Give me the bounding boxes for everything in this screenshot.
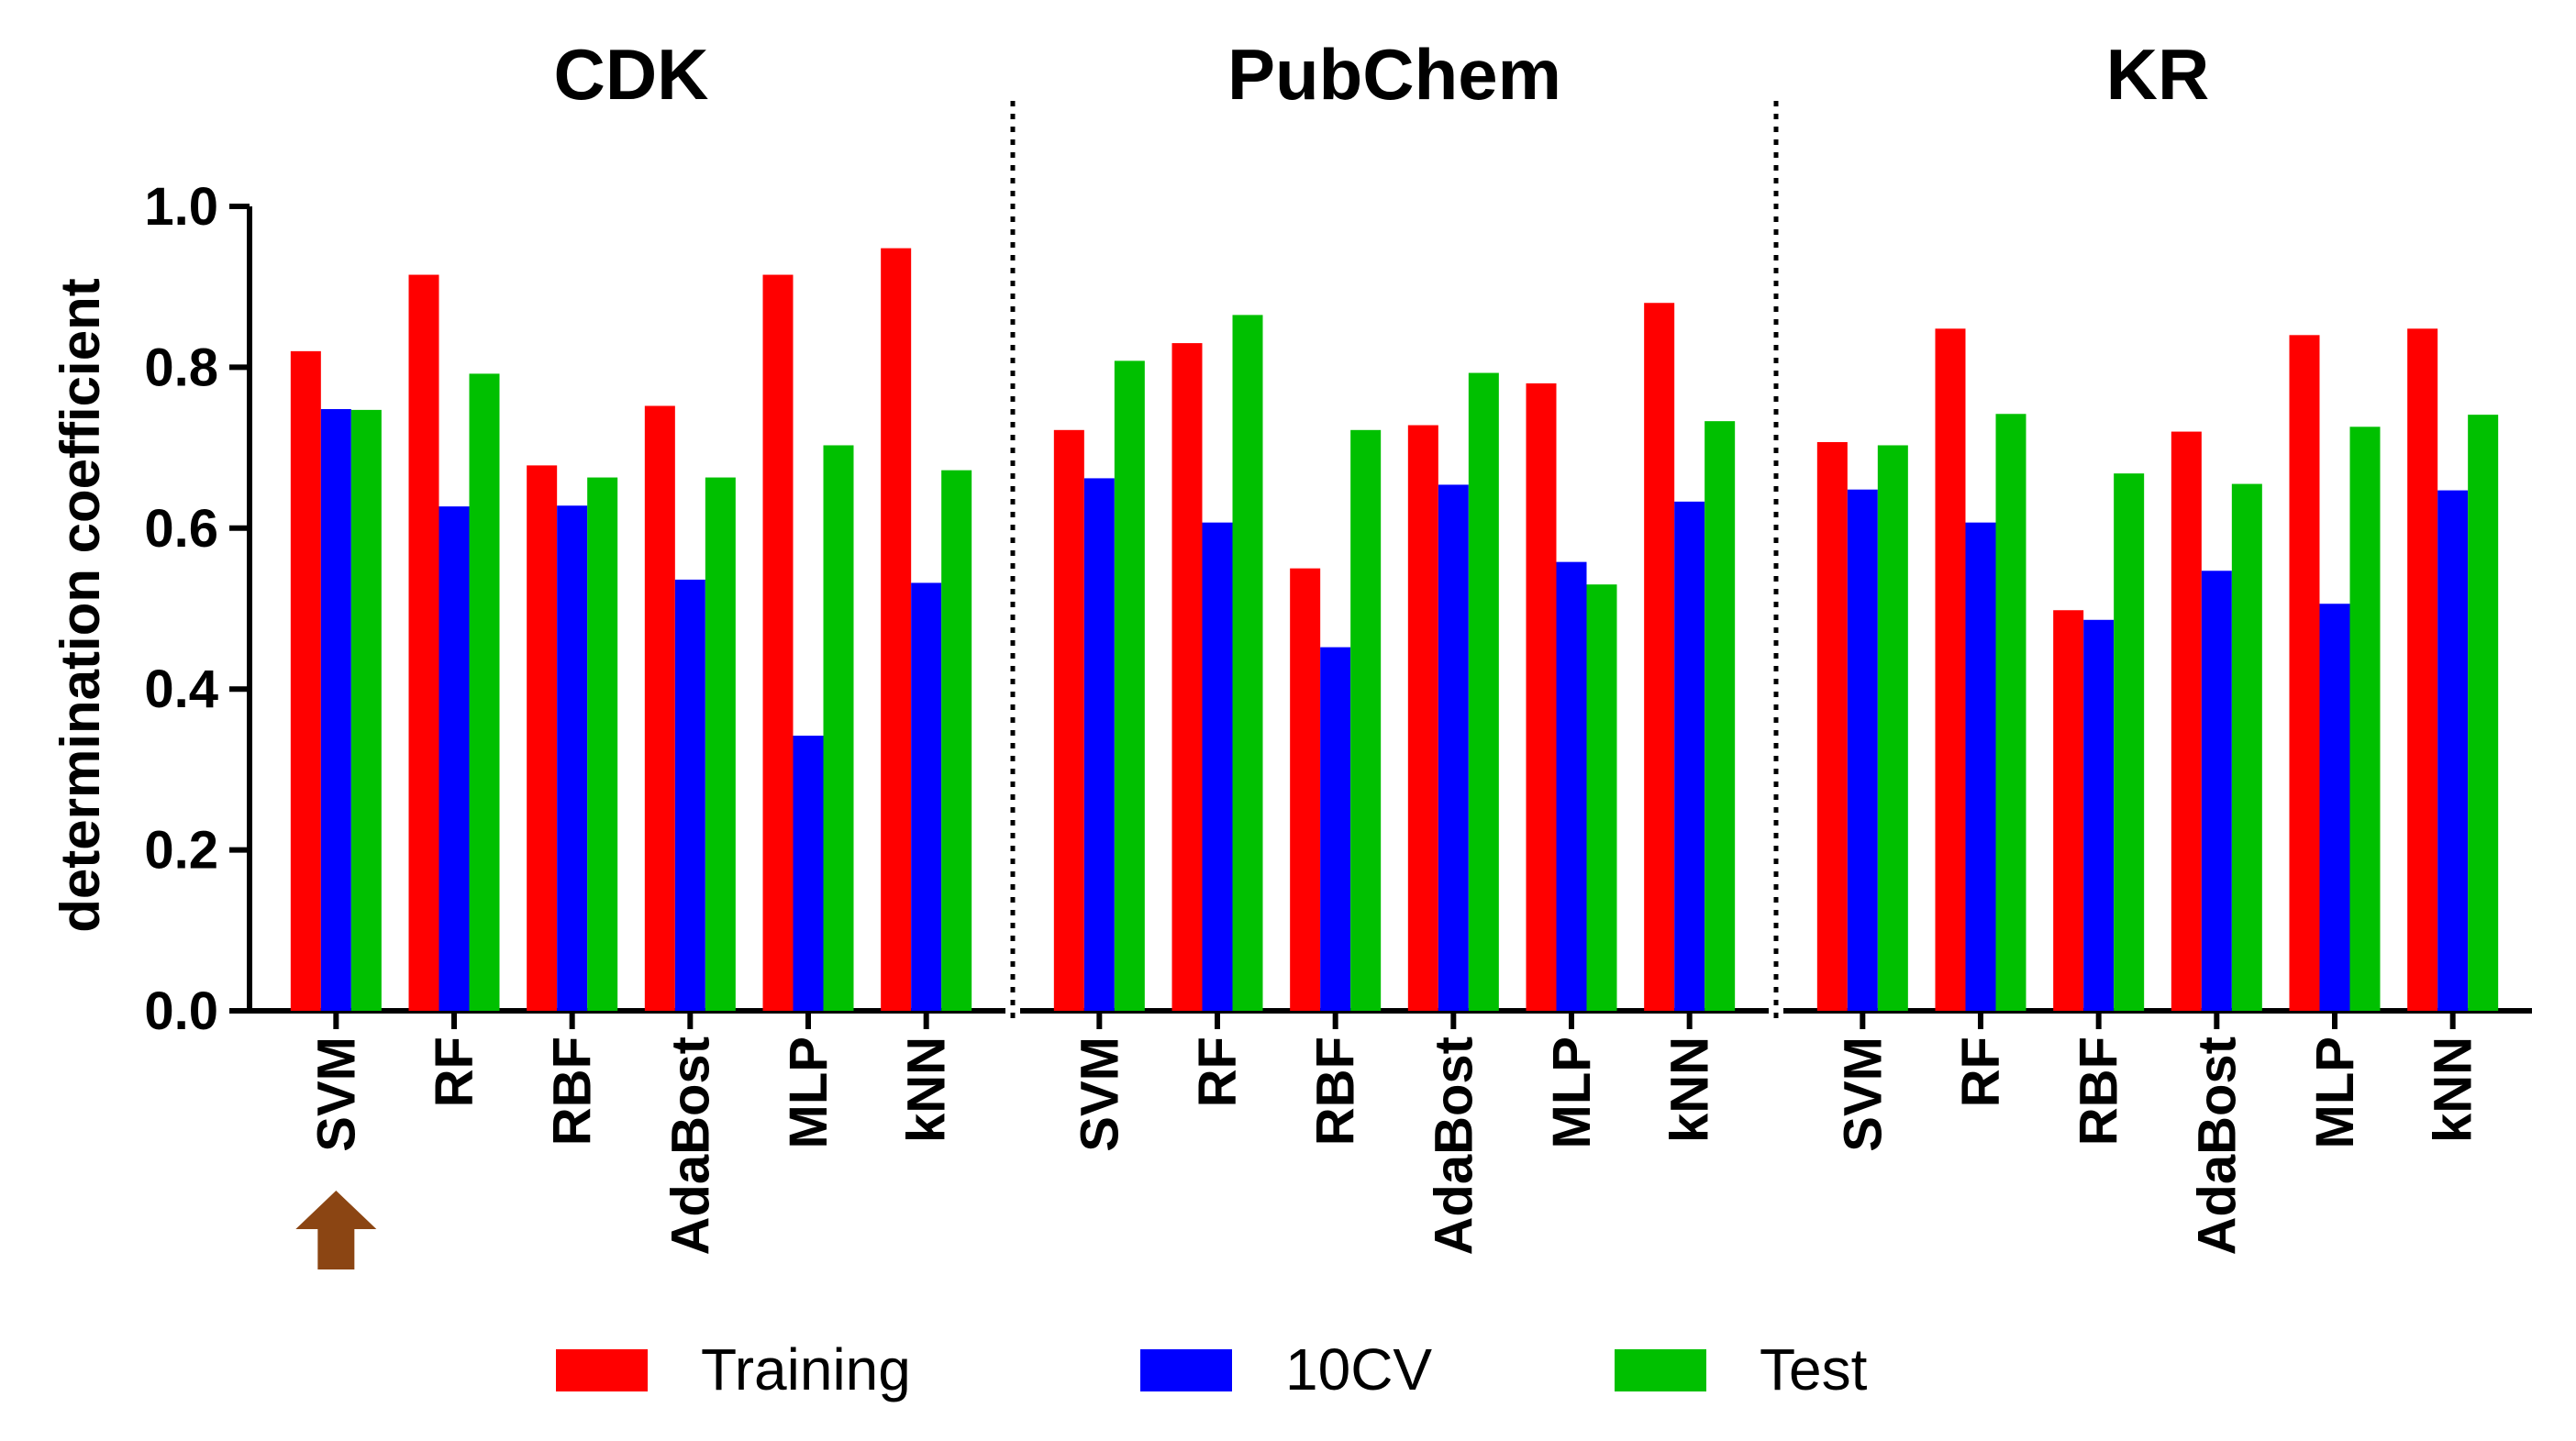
bar-test-rbf: [1350, 429, 1382, 1011]
bar-training-adabost: [644, 405, 675, 1012]
bar-10cv-mlp: [2319, 604, 2350, 1011]
x-category-label: MLP: [2305, 1036, 2365, 1148]
x-category-label: AdaBost: [2187, 1036, 2247, 1255]
legend-swatch-10cv: [1140, 1349, 1232, 1391]
y-tick-label: 0.8: [144, 338, 218, 397]
bar-10cv-knn: [1674, 501, 1705, 1011]
bar-test-mlp: [1586, 584, 1617, 1011]
bar-10cv-rf: [1965, 522, 1996, 1011]
bar-10cv-mlp: [793, 736, 824, 1011]
bar-training-knn: [2407, 328, 2438, 1012]
bar-10cv-rf: [439, 506, 470, 1011]
legend-swatch-training: [556, 1349, 648, 1391]
bar-10cv-svm: [1083, 478, 1115, 1011]
bars: [290, 248, 2499, 1012]
x-category-label: AdaBost: [1424, 1036, 1483, 1255]
group-title-kr: KR: [2106, 34, 2210, 115]
bar-test-rf: [469, 373, 500, 1011]
bar-test-rf: [1232, 315, 1263, 1011]
group-titles: CDK PubChem KR: [554, 34, 2210, 115]
bar-test-knn: [2468, 415, 2499, 1011]
legend-label-training: Training: [701, 1336, 911, 1402]
y-tick-label: 0.4: [144, 660, 218, 719]
bar-training-rf: [1935, 328, 1966, 1012]
x-category-label: MLP: [779, 1036, 838, 1148]
bar-training-rbf: [527, 465, 558, 1011]
bar-10cv-knn: [911, 582, 942, 1011]
bar-training-svm: [1816, 441, 1848, 1011]
bar-10cv-mlp: [1556, 561, 1587, 1011]
bar-test-rbf: [2114, 473, 2145, 1011]
x-category-label: MLP: [1542, 1036, 1602, 1148]
bar-10cv-knn: [2437, 490, 2469, 1011]
group-title-cdk: CDK: [554, 34, 709, 115]
x-category-label: RBF: [543, 1036, 603, 1146]
bar-test-adabost: [1468, 372, 1499, 1011]
bar-training-svm: [290, 350, 321, 1011]
bar-training-rf: [408, 274, 439, 1011]
bar-10cv-svm: [320, 409, 351, 1011]
group-title-pubchem: PubChem: [1227, 34, 1561, 115]
bar-training-rbf: [2053, 610, 2084, 1011]
y-axis-title: determination coefficient: [50, 278, 111, 932]
y-ticks: 0.0 0.2 0.4 0.6 0.8 1.0: [144, 177, 250, 1041]
bar-test-adabost: [705, 477, 736, 1011]
bar-test-rf: [1995, 414, 2026, 1011]
y-tick-label: 0.2: [144, 821, 218, 881]
x-category-labels: SVM RF RBF AdaBost MLP kNN SVM RF RBF AdaBost MLP k…: [306, 1036, 2482, 1255]
x-category-label: SVM: [1070, 1036, 1129, 1152]
x-category-label: SVM: [306, 1036, 366, 1152]
x-category-label: RF: [1951, 1036, 2011, 1107]
bar-10cv-adabost: [1438, 484, 1469, 1011]
bar-test-svm: [1114, 360, 1145, 1011]
y-tick-label: 1.0: [144, 177, 218, 237]
bar-10cv-rf: [1202, 522, 1233, 1011]
bar-test-knn: [941, 470, 972, 1011]
x-category-label: RF: [1188, 1036, 1248, 1107]
bar-10cv-svm: [1847, 489, 1878, 1011]
x-category-label: kNN: [2424, 1036, 2483, 1143]
legend-label-test: Test: [1760, 1336, 1868, 1402]
bar-test-rbf: [587, 477, 618, 1011]
bar-10cv-adabost: [674, 579, 705, 1011]
bar-test-mlp: [2349, 427, 2381, 1012]
x-category-label: kNN: [897, 1036, 957, 1143]
bar-10cv-rbf: [557, 505, 588, 1011]
x-category-label: RBF: [2070, 1036, 2129, 1146]
bar-test-adabost: [2231, 483, 2262, 1011]
bar-test-mlp: [823, 445, 854, 1011]
bar-training-knn: [1644, 303, 1675, 1011]
bar-10cv-rbf: [1320, 647, 1351, 1011]
bar-training-mlp: [762, 274, 794, 1011]
bar-training-rbf: [1290, 568, 1321, 1011]
legend-swatch-test: [1615, 1349, 1706, 1391]
bar-training-knn: [881, 248, 912, 1011]
x-category-label: AdaBost: [661, 1036, 720, 1255]
bar-10cv-rbf: [2083, 619, 2115, 1011]
y-tick-label: 0.0: [144, 981, 218, 1041]
bar-training-adabost: [1407, 425, 1438, 1011]
bar-10cv-adabost: [2201, 571, 2232, 1011]
bar-test-svm: [1877, 445, 1908, 1011]
highlight-arrow: [295, 1191, 377, 1269]
bar-test-knn: [1704, 421, 1736, 1011]
bar-training-svm: [1053, 429, 1084, 1011]
legend: Training 10CV Test: [556, 1336, 1868, 1402]
x-category-label: RF: [425, 1036, 484, 1107]
legend-label-10cv: 10CV: [1285, 1336, 1432, 1402]
bar-training-rf: [1171, 343, 1203, 1012]
y-tick-label: 0.6: [144, 499, 218, 559]
bar-training-mlp: [1526, 382, 1557, 1011]
bar-training-mlp: [2289, 335, 2320, 1011]
bar-test-svm: [350, 409, 382, 1012]
up-arrow-icon: [295, 1191, 377, 1269]
bar-training-adabost: [2171, 431, 2202, 1011]
x-category-label: kNN: [1660, 1036, 1720, 1143]
x-category-label: RBF: [1306, 1036, 1366, 1146]
x-category-label: SVM: [1833, 1036, 1893, 1152]
